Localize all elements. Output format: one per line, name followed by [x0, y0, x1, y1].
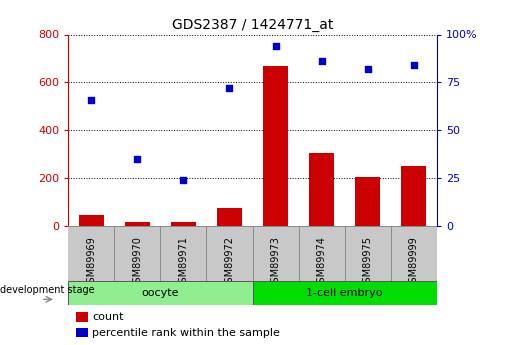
Point [179, 177, 187, 183]
Point [410, 62, 418, 68]
Bar [171, 223, 196, 226]
Text: count: count [92, 312, 124, 322]
Text: percentile rank within the sample: percentile rank within the sample [92, 328, 280, 337]
Point [364, 66, 372, 72]
Text: oocyte: oocyte [141, 288, 179, 298]
Bar [309, 153, 334, 226]
Bar [76, 312, 88, 322]
Text: 1-cell embryo: 1-cell embryo [307, 288, 383, 298]
Bar [125, 223, 150, 226]
Bar [217, 208, 242, 226]
Title: GDS2387 / 1424771_at: GDS2387 / 1424771_at [172, 18, 333, 32]
Point [225, 85, 233, 91]
Text: development stage: development stage [0, 285, 94, 295]
Bar [263, 66, 288, 226]
Bar [79, 215, 104, 226]
FancyBboxPatch shape [252, 281, 437, 305]
Point [272, 43, 280, 49]
FancyBboxPatch shape [68, 281, 252, 305]
Bar [355, 177, 380, 226]
Bar [76, 328, 88, 337]
Point [133, 156, 141, 162]
Bar [401, 166, 426, 226]
Point [87, 97, 95, 102]
Point [318, 59, 326, 64]
